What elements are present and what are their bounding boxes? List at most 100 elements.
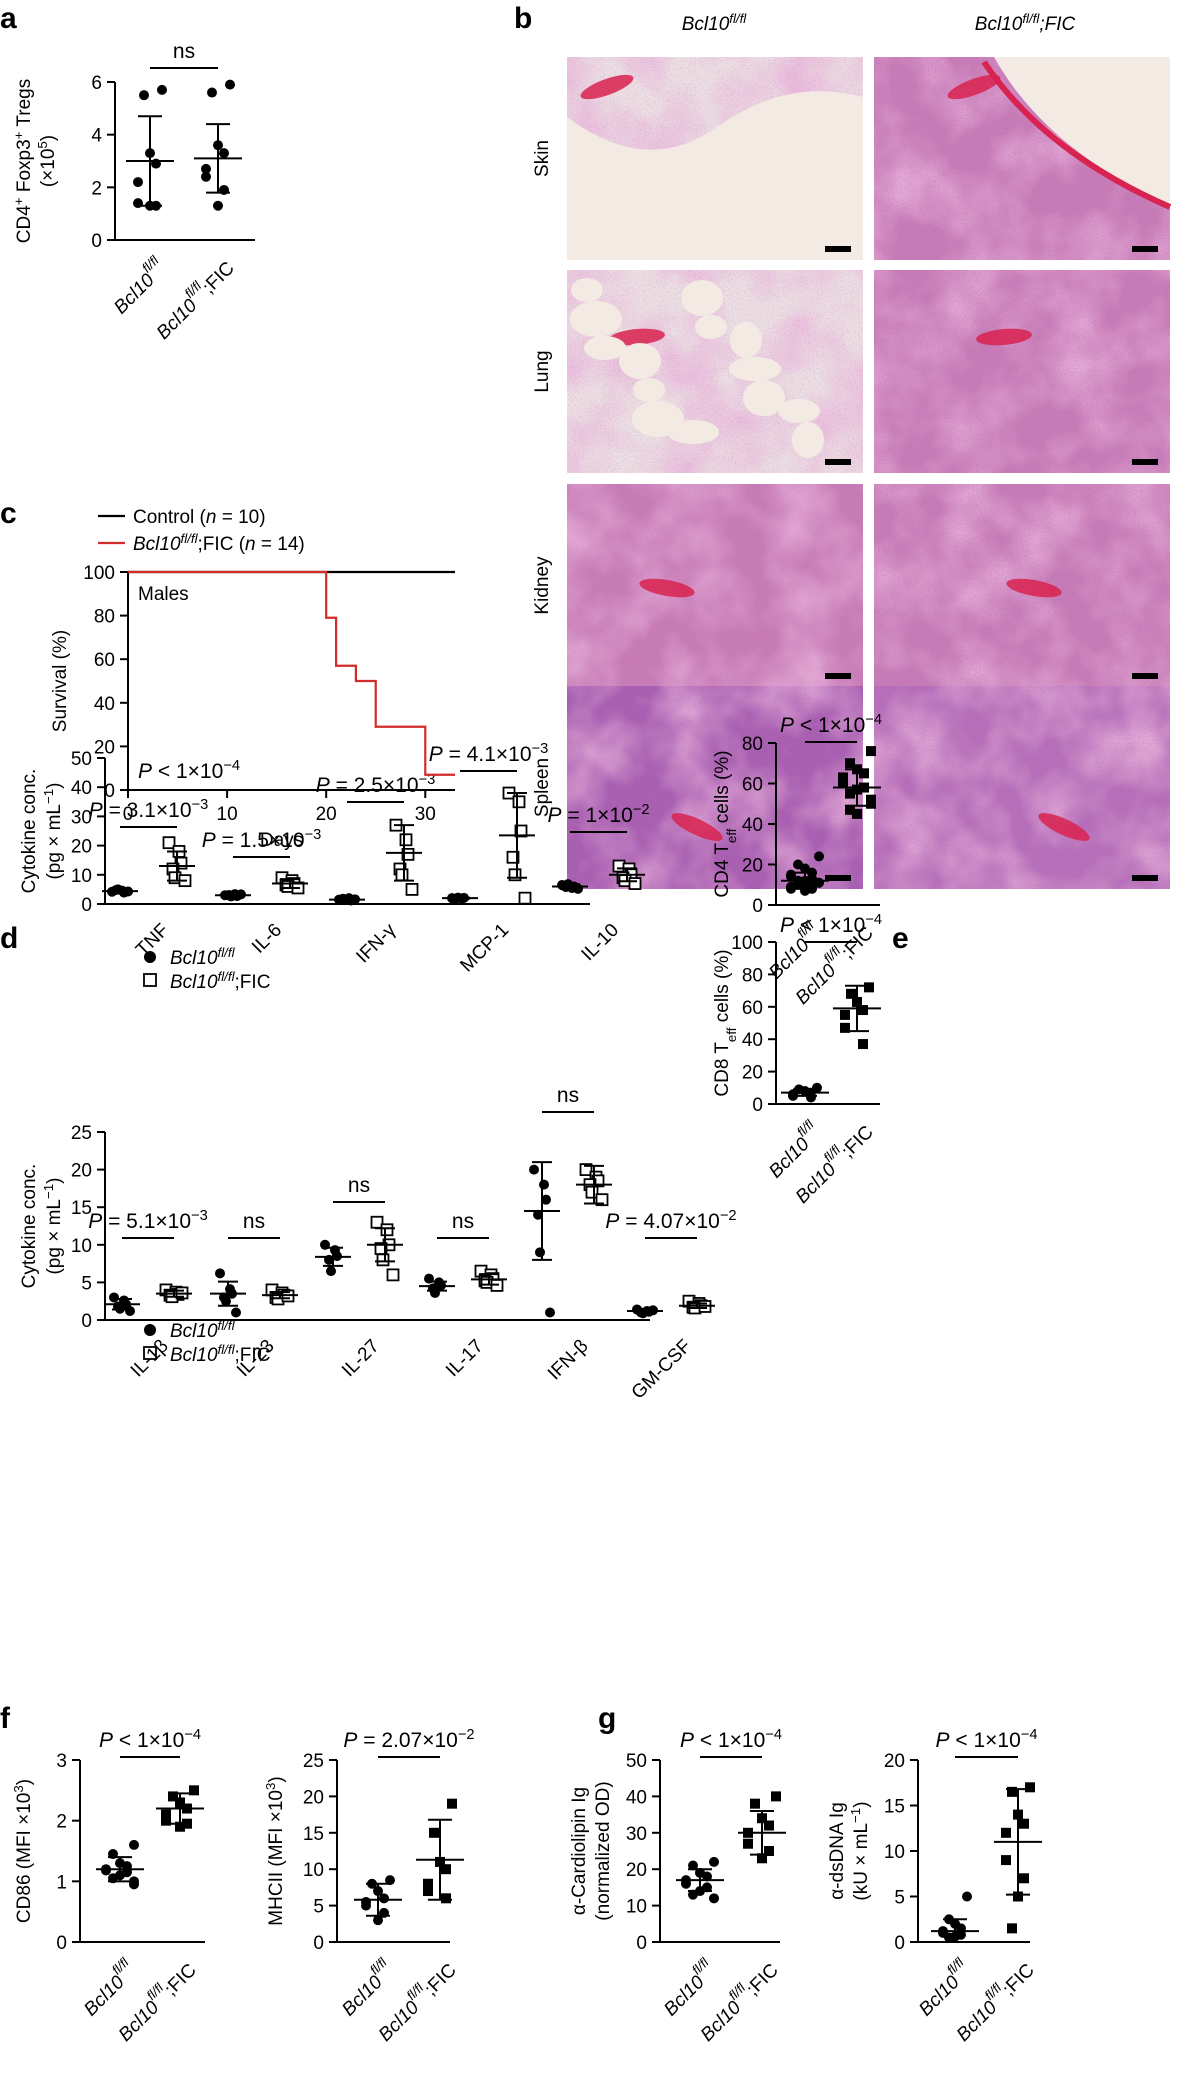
significance-label: P < 1×10−4 — [780, 912, 882, 937]
data-point — [423, 1886, 433, 1897]
y-tick-label: 50 — [71, 749, 92, 770]
y-tick-label: 5 — [894, 1888, 905, 1909]
data-point — [845, 804, 855, 815]
significance-label: P = 4.07×10−2 — [605, 1208, 736, 1233]
data-point — [441, 1893, 451, 1904]
p-value-label: P < 1×10−4 — [138, 758, 240, 783]
skin-surface — [994, 57, 1170, 207]
grouped-plot-d1: 0 10 20 30 40 50 Cytokine conc. (pg × mL−1) Bcl1… — [19, 741, 650, 993]
y-tick-label: 25 — [303, 1751, 324, 1772]
y-tick-label: 80 — [94, 607, 115, 628]
x-tick-label: 10 — [217, 804, 238, 825]
data-point — [840, 1009, 850, 1020]
data-point — [399, 833, 413, 847]
tissue-nuclei — [874, 686, 1170, 889]
y-tick-label: 10 — [71, 1236, 92, 1257]
y-tick-label: 10 — [303, 1860, 324, 1881]
y-tick-label: 40 — [626, 1787, 647, 1808]
data-point — [373, 1915, 383, 1926]
data-point — [139, 90, 149, 101]
data-point — [709, 1856, 719, 1867]
data-point — [743, 1838, 753, 1849]
significance-label: P < 1×10−4 — [936, 1727, 1038, 1752]
data-point — [1001, 1855, 1011, 1866]
data-point — [864, 982, 874, 993]
y-axis-label: (kU × mL−1) — [848, 1801, 873, 1900]
y-tick-label: 20 — [71, 1161, 92, 1182]
histology-row-label: Skin — [532, 140, 553, 177]
data-point — [201, 163, 211, 174]
y-axis-label: (pg × mL−1) — [41, 1177, 66, 1274]
data-point — [1007, 1786, 1017, 1797]
data-point — [764, 1846, 774, 1856]
panel-label-g: g — [598, 1702, 616, 1735]
y-tick-label: 2 — [56, 1812, 67, 1833]
data-point — [376, 1253, 390, 1267]
data-point — [845, 758, 855, 769]
data-point — [757, 1853, 767, 1864]
airspace — [633, 378, 665, 402]
data-point — [545, 1307, 555, 1318]
y-tick-label: 40 — [742, 815, 763, 836]
panel-label-a: a — [0, 2, 17, 35]
y-tick-label: 6 — [91, 73, 102, 94]
histology-image-kidney-control — [567, 484, 863, 687]
y-tick-label: 60 — [742, 998, 763, 1019]
x-category-label: IFN-β — [544, 1336, 593, 1385]
histology-image-kidney-fic — [874, 484, 1170, 687]
data-point — [379, 1893, 389, 1904]
grouped-plot-d2: 0 5 10 15 20 25 Cytokine conc. (pg × mL−1) Bcl10… — [19, 1084, 737, 1404]
data-point — [688, 1889, 698, 1900]
y-tick-label: 1 — [56, 1872, 67, 1893]
y-tick-label: 20 — [303, 1787, 324, 1808]
y-axis-label: α-Cardiolipin Ig — [569, 1787, 590, 1915]
data-point — [161, 1815, 171, 1826]
data-point — [215, 1268, 225, 1279]
data-point — [595, 1193, 609, 1207]
data-point — [161, 1809, 171, 1820]
significance-label: P = 2.07×10−2 — [343, 1727, 474, 1752]
data-point — [709, 1893, 719, 1904]
blood-vessel — [1006, 578, 1062, 598]
x-category-label: MCP-1 — [456, 920, 513, 977]
y-tick-label: 0 — [752, 1095, 763, 1116]
y-tick-label: 20 — [626, 1860, 647, 1881]
histology-image-skin-control — [567, 57, 863, 261]
data-point — [395, 868, 409, 882]
legend-label-fic: Bcl10fl/fl;FIC — [170, 969, 270, 994]
y-tick-label: 80 — [742, 965, 763, 986]
legend-label-1: Bcl10fl/fl;FIC (n = 14) — [133, 531, 305, 556]
y-tick-label: 50 — [626, 1751, 647, 1772]
x-category-label: TNF — [132, 920, 173, 961]
data-point — [189, 1785, 199, 1796]
legend-label-control: Bcl10fl/fl — [170, 945, 236, 970]
histology-column-header: Bcl10fl/fl — [682, 11, 748, 36]
y-axis-label: Survival (%) — [50, 630, 71, 732]
y-tick-label: 0 — [313, 1933, 324, 1954]
x-category-label: IFN-γ — [352, 919, 400, 967]
y-tick-label: 0 — [752, 896, 763, 917]
tissue-nuclei — [874, 270, 1170, 473]
blood-vessel — [1038, 813, 1090, 841]
data-point — [157, 84, 167, 95]
y-tick-label: 0 — [81, 895, 92, 916]
y-tick-label: 40 — [742, 1030, 763, 1051]
data-point — [429, 1827, 439, 1838]
data-point — [585, 1185, 599, 1199]
data-point — [401, 847, 415, 861]
x-category-label: IL-1β — [127, 1336, 173, 1382]
blood-vessel — [609, 328, 665, 346]
x-category-label: IL-6 — [248, 920, 286, 958]
legend-marker-fic — [143, 1346, 157, 1360]
data-point — [838, 772, 848, 783]
legend-label-0: Control (n = 10) — [133, 507, 266, 528]
y-axis-label: (pg × mL−1) — [41, 782, 66, 879]
dot-plot-a: 0 2 4 6 CD4+ Foxp3+ Tregs(×105) Bcl10fl/flBcl… — [11, 40, 255, 344]
data-point — [845, 788, 855, 799]
x-category-label: Bcl10fl/fl — [910, 1954, 976, 2020]
data-point — [541, 1194, 551, 1205]
y-tick-label: 40 — [94, 694, 115, 715]
y-tick-label: 80 — [742, 734, 763, 755]
